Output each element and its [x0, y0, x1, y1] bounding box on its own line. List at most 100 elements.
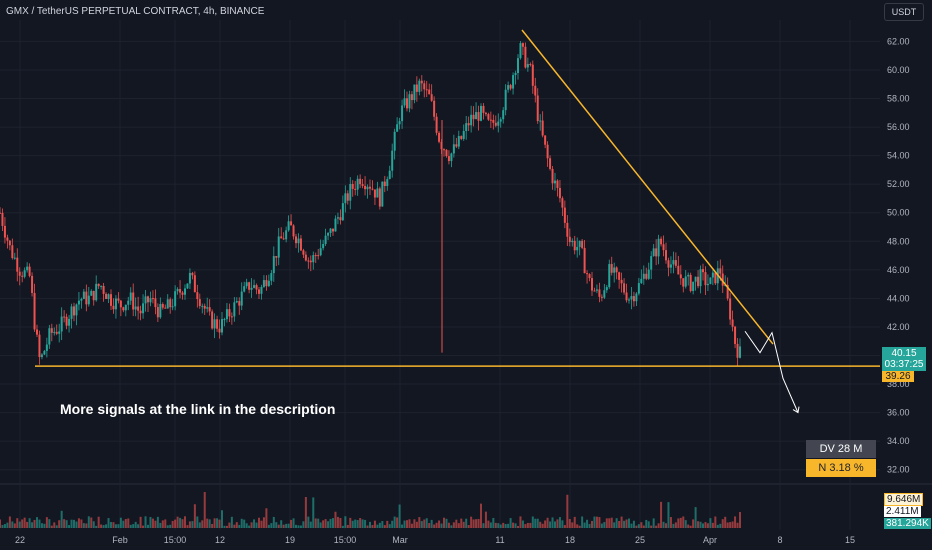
- volume-bar: [509, 518, 512, 528]
- volume-bar: [541, 523, 544, 528]
- candle-body: [721, 273, 724, 286]
- volume-bar: [112, 522, 115, 528]
- x-tick-label: 22: [15, 535, 25, 545]
- volume-bar: [573, 516, 576, 528]
- candle-body: [144, 296, 147, 304]
- candle-body: [467, 123, 470, 126]
- volume-bar: [188, 521, 191, 528]
- candle-body: [142, 303, 145, 314]
- candle-body: [578, 240, 581, 247]
- volume-bar: [521, 520, 524, 528]
- candle-body: [137, 306, 140, 311]
- candle-body: [608, 264, 611, 288]
- candle-body: [376, 188, 379, 198]
- candle-body: [40, 354, 43, 358]
- volume-bar: [369, 521, 371, 528]
- volume-bar: [494, 522, 497, 528]
- volume-bar: [603, 522, 606, 528]
- candle-body: [351, 183, 354, 189]
- volume-bar: [618, 520, 621, 528]
- candle-body: [169, 299, 172, 308]
- candle-body: [657, 238, 660, 257]
- candle-body: [184, 288, 186, 295]
- volume-bar: [526, 522, 529, 528]
- candle-body: [455, 144, 458, 147]
- candle-body: [23, 270, 26, 277]
- volume-bar: [193, 504, 196, 528]
- candle-body: [344, 193, 347, 204]
- candle-body: [674, 260, 677, 266]
- volume-bar: [253, 519, 256, 528]
- volume-bar: [40, 523, 43, 528]
- candle-body: [282, 238, 285, 240]
- volume-bar: [438, 520, 441, 528]
- candle-body: [647, 269, 650, 279]
- candle-body: [221, 319, 223, 333]
- x-tick-label: 19: [285, 535, 295, 545]
- candle-body: [719, 268, 722, 274]
- volume-bar: [127, 518, 130, 528]
- volume-bar: [290, 519, 293, 528]
- candle-body: [477, 112, 480, 121]
- candle-body: [329, 228, 332, 234]
- volume-bar: [662, 521, 665, 528]
- volume-bar: [694, 507, 697, 528]
- candle-body: [80, 298, 83, 301]
- candle-body: [586, 273, 589, 275]
- candle-body: [445, 149, 448, 157]
- candle-body: [475, 112, 478, 120]
- candle-body: [711, 272, 714, 278]
- volume-bar: [650, 525, 653, 528]
- candle-body: [484, 112, 487, 115]
- volume-bar: [581, 516, 584, 528]
- grid-lines: [0, 20, 932, 530]
- candle-body: [519, 43, 522, 59]
- volume-bar: [154, 520, 157, 528]
- volume-bar: [428, 523, 431, 528]
- volume-bar: [223, 525, 226, 528]
- candle-body: [731, 319, 734, 327]
- volume-bar: [460, 518, 463, 528]
- candle-body: [280, 236, 283, 239]
- volume-bar: [447, 522, 450, 528]
- candle-body: [272, 256, 275, 274]
- volume-bar: [48, 519, 51, 528]
- y-tick-label: 46.00: [887, 265, 910, 275]
- volume-bar: [124, 519, 127, 528]
- candle-body: [497, 121, 500, 126]
- candle-body: [211, 311, 214, 329]
- volume-bar: [225, 525, 228, 528]
- volume-bar: [341, 525, 344, 528]
- candle-body: [655, 248, 658, 257]
- candle-body: [319, 248, 322, 256]
- currency-button[interactable]: USDT: [884, 3, 924, 21]
- candle-body: [702, 269, 704, 273]
- candle-body: [669, 264, 672, 268]
- volume-bar: [736, 522, 739, 528]
- candle-body: [502, 110, 505, 120]
- y-tick-label: 52.00: [887, 179, 910, 189]
- volume-bar: [68, 525, 71, 528]
- n-indicator-box: N 3.18 %: [806, 459, 876, 477]
- volume-bar: [699, 521, 702, 528]
- candle-body: [682, 278, 685, 287]
- volume-bar: [433, 524, 436, 528]
- volume-bar: [504, 524, 507, 528]
- volume-bar: [245, 523, 248, 528]
- volume-bar: [534, 518, 537, 528]
- candle-body: [317, 255, 320, 257]
- candle-body: [354, 188, 357, 190]
- volume-bar: [620, 516, 623, 528]
- candle-body: [660, 238, 663, 245]
- volume-bar: [595, 516, 598, 528]
- candle-body: [371, 188, 374, 190]
- volume-bar: [551, 517, 554, 528]
- candle-body: [154, 298, 157, 308]
- volume-bar: [100, 524, 103, 528]
- volume-bar: [652, 518, 655, 528]
- candle-body: [90, 290, 93, 296]
- signals-annotation: More signals at the link in the descript…: [60, 401, 336, 417]
- volume-bar: [536, 518, 539, 528]
- volume-bar: [554, 521, 556, 528]
